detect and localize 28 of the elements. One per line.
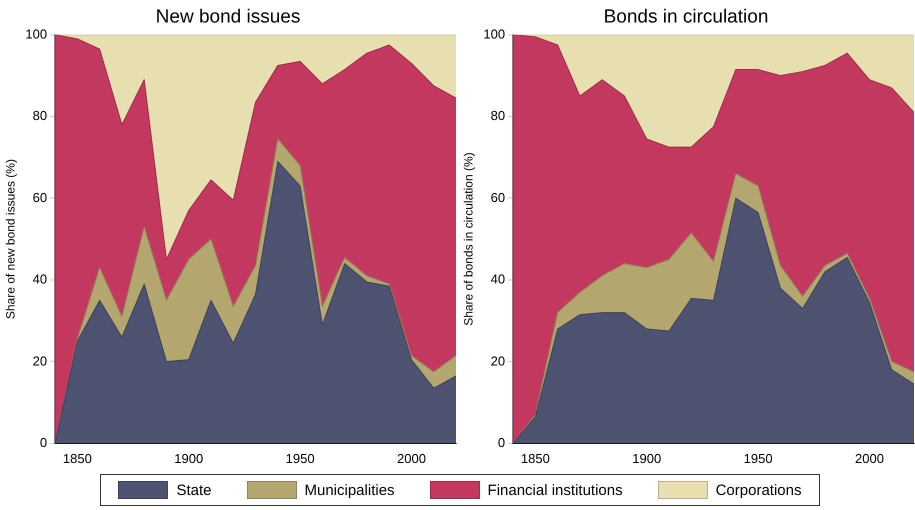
y-tick-label: 60 [490, 190, 506, 205]
legend-label: Corporations [716, 482, 802, 498]
y-tick-label: 80 [490, 108, 506, 124]
x-tick-label: 1950 [744, 450, 773, 466]
legend-label: Municipalities [304, 482, 395, 498]
legend-label: Financial institutions [488, 482, 623, 498]
x-tick-label: 1950 [286, 450, 315, 466]
y-tick-label: 100 [25, 26, 48, 42]
y-axis-title: Share of bonds in circulation (%) [462, 152, 476, 326]
legend-label: State [176, 482, 212, 498]
y-tick-label: 0 [40, 434, 48, 450]
chart-title: Bonds in circulation [604, 6, 768, 28]
y-tick-label: 20 [490, 353, 506, 368]
y-tick-label: 60 [32, 190, 48, 205]
x-tick-label: 1900 [174, 450, 204, 466]
x-tick-label: 1850 [520, 450, 550, 466]
y-tick-label: 0 [498, 434, 506, 450]
x-tick-label: 1900 [632, 450, 662, 466]
y-tick-label: 20 [32, 353, 48, 368]
y-tick-label: 40 [490, 272, 506, 287]
y-tick-label: 80 [32, 108, 48, 124]
y-tick-label: 40 [32, 272, 48, 287]
x-tick-label: 1850 [62, 450, 92, 466]
x-tick-label: 2000 [396, 450, 426, 466]
chart-title: New bond issues [156, 6, 300, 28]
y-axis-title: Share of new bond issues (%) [4, 159, 18, 320]
x-tick-label: 2000 [854, 450, 884, 466]
y-tick-label: 100 [483, 26, 506, 42]
